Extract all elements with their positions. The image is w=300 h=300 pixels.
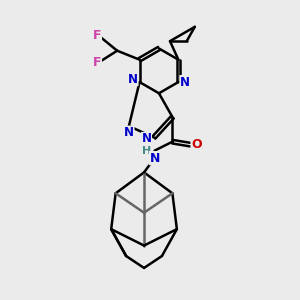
Text: F: F — [93, 56, 101, 69]
Text: N: N — [124, 126, 134, 139]
Text: N: N — [149, 152, 160, 165]
Text: N: N — [142, 132, 152, 146]
Text: H: H — [142, 146, 151, 156]
Text: F: F — [93, 29, 101, 42]
Text: N: N — [128, 73, 138, 85]
Text: O: O — [191, 138, 202, 151]
Text: N: N — [180, 76, 190, 88]
